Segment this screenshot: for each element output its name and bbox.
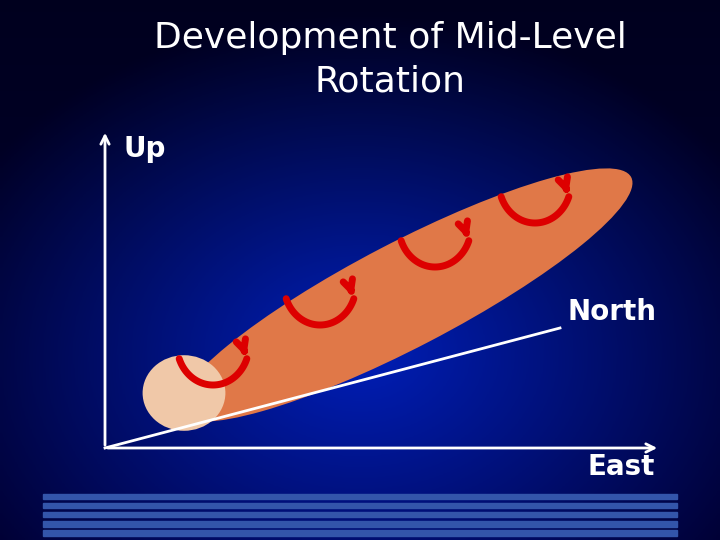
Text: North: North [568, 298, 657, 326]
Bar [43, 512, 677, 517]
Bar [43, 494, 677, 499]
Ellipse shape [143, 355, 225, 431]
Bar [43, 521, 677, 526]
Ellipse shape [178, 168, 632, 422]
Bar [43, 503, 677, 508]
Bar [43, 530, 677, 536]
Text: Up: Up [123, 135, 166, 163]
Text: Rotation: Rotation [315, 65, 466, 99]
Text: Development of Mid-Level: Development of Mid-Level [153, 21, 626, 55]
Text: East: East [588, 453, 655, 481]
